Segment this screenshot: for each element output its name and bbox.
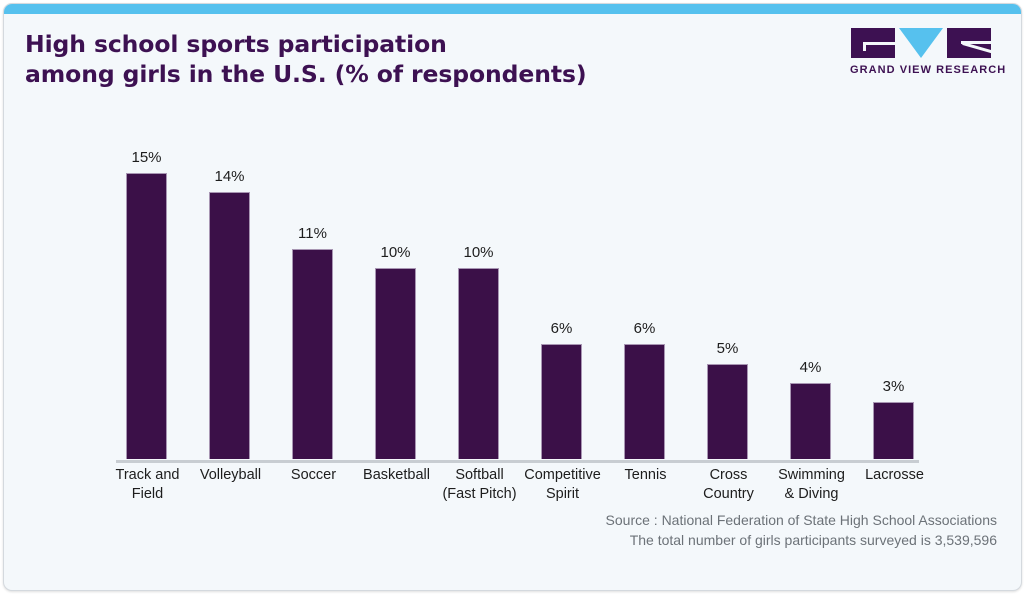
source-note: Source : National Federation of State Hi… — [605, 512, 997, 548]
x-axis-line — [116, 460, 919, 463]
bar[interactable] — [292, 249, 333, 459]
bar[interactable] — [624, 344, 665, 459]
logo-letter-r-icon — [947, 28, 991, 58]
top-accent-bar — [4, 4, 1021, 14]
x-axis-category-label: Cross Country — [703, 467, 754, 502]
logo-letter-v-icon — [899, 28, 943, 58]
bar[interactable] — [126, 172, 167, 459]
bar-value-label: 5% — [716, 339, 739, 357]
logo-r-slot — [961, 41, 991, 44]
x-axis-category-label: Softball (Fast Pitch) — [442, 467, 517, 502]
bar-group: 14% Volleyball — [199, 144, 282, 483]
x-axis-category-label: Lacrosse — [865, 467, 924, 483]
x-axis-category-label: Swimming & Diving — [778, 467, 845, 502]
x-axis-category-label: Competitive Spirit — [524, 467, 601, 502]
x-axis-category-label: Tennis — [624, 467, 667, 483]
bar[interactable] — [375, 268, 416, 459]
bar-value-label: 4% — [799, 358, 822, 376]
bar-value-label: 11% — [298, 225, 327, 242]
x-axis-category-label: Soccer — [290, 467, 337, 483]
bar[interactable] — [790, 382, 831, 459]
bar-group: 4% Swimming & Diving — [778, 144, 863, 502]
bar-group: 6% Tennis — [614, 144, 697, 483]
logo-marks — [847, 28, 999, 58]
bar-value-label: 14% — [214, 167, 245, 185]
bar[interactable] — [707, 363, 748, 459]
chart-card: High school sports participation among g… — [3, 3, 1022, 591]
bar-group: 5% Cross Country — [697, 144, 780, 502]
logo-g-slot — [863, 42, 895, 45]
bar-chart-plot: 15% Track and Field 14% Volleyball 11% Soccer… — [116, 144, 924, 502]
bar-group: 10% Basketball — [363, 144, 448, 483]
bar[interactable] — [458, 268, 499, 459]
bar[interactable] — [873, 401, 914, 459]
x-axis-category-label: Basketball — [363, 467, 430, 483]
bar[interactable] — [541, 344, 582, 459]
x-axis-category-label: Track and Field — [115, 467, 180, 502]
bar-group: 3% Lacrosse — [863, 144, 946, 483]
x-axis-category-label: Volleyball — [199, 467, 262, 483]
bar[interactable] — [209, 191, 250, 459]
bar-group: 11% Soccer — [282, 144, 365, 483]
bar-value-label: 3% — [882, 377, 905, 395]
bar-value-label: 6% — [550, 320, 573, 338]
bar-value-label: 10% — [463, 244, 494, 262]
bar-group: 6% Competitive Spirit — [524, 144, 614, 502]
logo-wordmark: GRAND VIEW RESEARCH — [850, 64, 1007, 76]
logo-g-stem — [863, 42, 866, 51]
bar-value-label: 10% — [380, 244, 411, 262]
page-title: High school sports participation among g… — [25, 30, 587, 88]
bar-group: 10% Softball (Fast Pitch) — [442, 144, 531, 502]
bar-value-label: 6% — [633, 320, 656, 338]
bar-value-label: 15% — [131, 148, 162, 166]
bar-group: 15% Track and Field — [116, 144, 199, 502]
logo-letter-g-icon — [851, 28, 895, 58]
brand-logo: GRAND VIEW RESEARCH — [847, 28, 1005, 80]
